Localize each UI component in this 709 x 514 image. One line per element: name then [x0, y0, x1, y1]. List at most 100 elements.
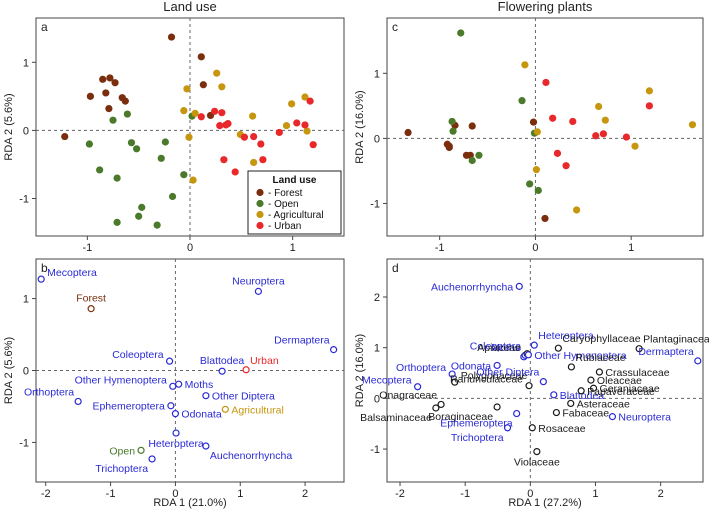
- point-label: Odonata: [181, 409, 221, 421]
- point-label: Neuroptera: [618, 412, 671, 424]
- legend-entry: - Agricultural: [268, 210, 324, 221]
- panel-title: Land use: [163, 0, 217, 14]
- ordination-point: [554, 344, 562, 352]
- point-label: Other Diptera: [476, 367, 539, 379]
- ordination-point: [87, 305, 95, 313]
- y-axis-label: RDA 2 (5.6%): [3, 337, 15, 404]
- series-open: [448, 29, 542, 195]
- point-label: Auchenorrhyncha: [431, 281, 513, 293]
- ordination-point: [515, 282, 523, 290]
- data-point: [622, 133, 630, 141]
- data-point: [518, 97, 526, 105]
- y-tick-label: -1: [19, 437, 29, 449]
- data-point: [599, 130, 608, 138]
- series-open: [85, 110, 196, 229]
- x-tick-label: 1: [290, 242, 296, 254]
- data-point: [259, 156, 267, 164]
- data-point: [562, 162, 570, 170]
- x-tick-label: 1: [592, 488, 598, 500]
- ordination-point: [567, 399, 575, 408]
- point-label: Other Diptera: [212, 391, 275, 403]
- data-point: [301, 93, 309, 101]
- x-tick-label: 0: [172, 488, 178, 500]
- legend-entry: - Forest: [268, 188, 303, 199]
- ordination-point: [74, 397, 82, 406]
- panel-label: c: [392, 20, 398, 34]
- data-point: [282, 122, 291, 130]
- ordination-point: [172, 429, 180, 437]
- ordination-point: [589, 384, 598, 392]
- data-point: [220, 156, 228, 164]
- data-point: [645, 102, 653, 110]
- data-point: [306, 97, 314, 105]
- data-point: [275, 128, 283, 137]
- point-label: Other Hymenoptera: [75, 374, 167, 386]
- panel-b: -2 -1 0 1 2 -1 0 1 b RDA 2 (5.6%) RDA 1 (21.0%) Mec…: [3, 258, 345, 509]
- x-tick-label: -1: [460, 488, 470, 500]
- ordination-point: [414, 383, 422, 391]
- data-point: [249, 112, 257, 120]
- y-tick-label: -1: [370, 444, 380, 456]
- data-point: [521, 61, 529, 69]
- ordination-point: [567, 363, 575, 371]
- point-label: Coleoptera: [470, 340, 522, 352]
- series-urban: [542, 78, 653, 170]
- y-axis-label: RDA 2 (5.6%): [3, 93, 15, 160]
- point-label: Trichoptera: [451, 432, 504, 444]
- point-label: Violaceae: [514, 457, 560, 469]
- point-label: Papaveraceae: [587, 386, 655, 398]
- data-point: [180, 107, 188, 115]
- data-point: [86, 92, 95, 100]
- data-point: [553, 149, 562, 157]
- data-point: [250, 158, 258, 167]
- point-label: Heteroptera: [538, 330, 594, 342]
- point-label: Moths: [185, 379, 214, 391]
- data-point: [573, 206, 581, 214]
- point-label: Neuroptera: [232, 275, 285, 287]
- ordination-point: [530, 341, 538, 349]
- data-point: [105, 105, 113, 113]
- ordination-point: [493, 361, 501, 370]
- data-point: [449, 127, 457, 135]
- ordination-point: [550, 391, 558, 399]
- data-point: [168, 192, 177, 201]
- data-point: [231, 168, 239, 176]
- data-point: [111, 79, 119, 87]
- x-tick-label: 2: [302, 488, 308, 500]
- data-point: [549, 114, 557, 122]
- point-label: Mecoptera: [47, 267, 97, 279]
- y-tick-label: -1: [19, 194, 29, 206]
- x-tick-label: 0: [532, 242, 538, 254]
- ordination-point: [148, 455, 156, 463]
- point-label: Boraginaceae: [428, 411, 493, 423]
- legend-swatch: [256, 221, 264, 230]
- y-tick-label: 0: [374, 133, 380, 145]
- data-point: [135, 212, 143, 220]
- data-point: [224, 119, 232, 128]
- ordination-point: [694, 357, 702, 365]
- data-point: [445, 142, 453, 150]
- legend-entry: - Urban: [268, 221, 301, 232]
- legend-title: Land use: [273, 175, 317, 186]
- data-point: [185, 133, 193, 141]
- point-label: Odonata: [451, 360, 491, 372]
- y-axis-label: RDA 2 (16.0%): [354, 90, 366, 163]
- legend-swatch: [256, 199, 264, 208]
- data-point: [123, 110, 131, 118]
- ordination-point: [167, 402, 175, 410]
- data-point: [99, 75, 107, 83]
- data-point: [113, 218, 121, 226]
- panel-c: -1 0 1 -1 0 1 c Flowering plants RDA 2 (16.0%): [354, 0, 704, 254]
- point-label: Blattodea: [200, 355, 245, 367]
- point-label: Rosaceae: [538, 423, 585, 435]
- plot-frame: [386, 17, 704, 237]
- point-label: Trichoptera: [95, 463, 148, 475]
- point-label: Rubiaceae: [575, 352, 625, 364]
- series-forest: [61, 33, 215, 141]
- legend-box: [247, 170, 342, 235]
- point-label: Asteraceae: [577, 398, 630, 410]
- data-point: [189, 176, 197, 184]
- ordination-point: [587, 376, 595, 384]
- data-point: [113, 174, 121, 182]
- y-tick-label: 1: [374, 68, 380, 80]
